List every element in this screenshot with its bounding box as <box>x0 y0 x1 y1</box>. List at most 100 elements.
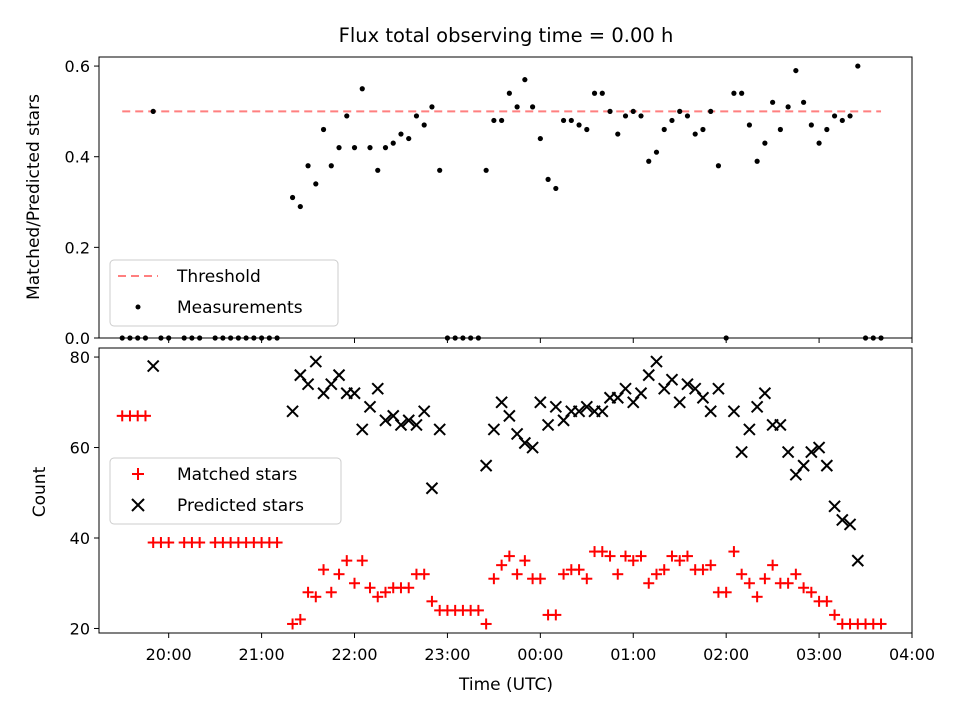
measurement-point <box>576 122 582 128</box>
measurement-point <box>746 122 753 128</box>
measurement-point <box>351 145 358 151</box>
bottom-panel: 20:00 21:00 22:00 23:00 00:00 01:00 02:00 03:00… <box>30 347 935 695</box>
matched-point <box>310 591 322 603</box>
measurement-point <box>762 140 768 146</box>
bottom-y-ticks: 20 40 60 80 <box>70 348 99 638</box>
matched-point <box>782 577 794 589</box>
chart-title: Flux total observing time = 0.00 h <box>339 24 674 47</box>
measurement-point <box>297 203 303 210</box>
matched-point <box>294 613 306 625</box>
predicted-point <box>634 387 648 400</box>
matched-legend-swatch <box>132 468 144 480</box>
matched-point <box>333 568 345 580</box>
top-plot-area <box>119 63 884 341</box>
matched-point <box>720 586 732 598</box>
predicted-point <box>797 459 810 472</box>
measurement-point <box>328 163 334 169</box>
matched-point <box>728 546 740 558</box>
predicted-point <box>619 382 632 395</box>
matched-point <box>480 618 492 630</box>
predicted-point <box>828 500 841 513</box>
measurement-point <box>855 63 861 69</box>
measurement-point <box>661 126 667 133</box>
measurement-point <box>537 135 543 142</box>
matched-point <box>596 546 608 558</box>
measurement-point <box>708 108 714 114</box>
top-y-tick-label: 0.4 <box>65 148 90 167</box>
measurement-point <box>398 131 404 137</box>
matched-point <box>604 550 616 562</box>
matched-point <box>681 550 693 562</box>
predicted-point <box>750 400 764 414</box>
measurements-legend-label: Measurements <box>177 298 303 318</box>
bottom-y-axis-label: Count <box>30 466 50 517</box>
matched-point <box>798 582 810 594</box>
matched-point <box>875 618 887 630</box>
predicted-point <box>309 355 323 368</box>
matched-point <box>573 564 585 576</box>
predicted-point <box>580 400 594 414</box>
bottom-legend: Matched stars Predicted stars <box>109 457 342 525</box>
bottom-y-tick-label: 40 <box>70 529 90 548</box>
predicted-point <box>743 423 756 436</box>
predicted-point <box>758 387 772 400</box>
predicted-point <box>541 418 555 432</box>
predicted-point <box>534 396 547 409</box>
matched-point <box>139 410 151 422</box>
measurement-point <box>785 104 791 110</box>
top-x-ticks <box>168 338 913 343</box>
matched-point <box>550 609 562 621</box>
matched-point <box>287 618 299 630</box>
measurement-point <box>506 90 512 96</box>
predicted-point <box>836 513 849 527</box>
predicted-point <box>820 459 834 472</box>
measurement-point <box>305 163 311 169</box>
matched-point <box>697 564 709 576</box>
measurement-point <box>421 122 427 128</box>
measurements-legend-swatch <box>135 304 141 310</box>
predicted-point <box>704 405 717 418</box>
matched-point <box>418 568 430 580</box>
x-tick-label: 01:00 <box>610 645 656 664</box>
measurement-point <box>777 126 783 133</box>
x-tick-label: 04:00 <box>889 645 935 664</box>
bottom-x-ticks: 20:00 21:00 22:00 23:00 00:00 01:00 02:00 03:00… <box>146 633 935 664</box>
threshold-legend-label: Threshold <box>176 267 261 287</box>
matched-point <box>426 595 438 607</box>
measurement-point <box>831 113 838 119</box>
matched-point <box>503 550 515 562</box>
matched-point <box>759 573 771 585</box>
predicted-point <box>332 368 346 382</box>
x-axis-label: Time (UTC) <box>458 675 553 695</box>
measurement-point <box>429 104 435 110</box>
measurement-point <box>692 131 698 137</box>
measurement-point <box>824 126 830 133</box>
top-y-tick-label: 0.6 <box>65 57 90 76</box>
matched-point <box>364 582 376 594</box>
bottom-plot-area <box>116 355 887 630</box>
measurement-point <box>367 145 373 151</box>
predicted-point <box>356 423 369 436</box>
predicted-point <box>402 414 415 427</box>
predicted-point <box>596 405 609 418</box>
matched-point <box>635 550 647 562</box>
predicted-point <box>843 518 857 531</box>
measurement-point <box>715 163 722 169</box>
predicted-point <box>812 441 826 454</box>
predicted-point <box>503 409 516 423</box>
measurement-point <box>684 113 691 119</box>
matched-point <box>767 559 779 571</box>
matched-point <box>356 555 368 567</box>
measurement-point <box>413 113 420 119</box>
matched-point <box>743 577 755 589</box>
measurement-point <box>382 145 389 151</box>
measurement-point <box>313 181 319 187</box>
measurement-point <box>615 131 621 137</box>
measurement-point <box>344 113 350 119</box>
measurement-point <box>599 90 605 96</box>
matched-point <box>472 604 484 616</box>
predicted-point <box>712 382 725 395</box>
predicted-point <box>410 418 423 432</box>
predicted-point <box>146 359 160 373</box>
